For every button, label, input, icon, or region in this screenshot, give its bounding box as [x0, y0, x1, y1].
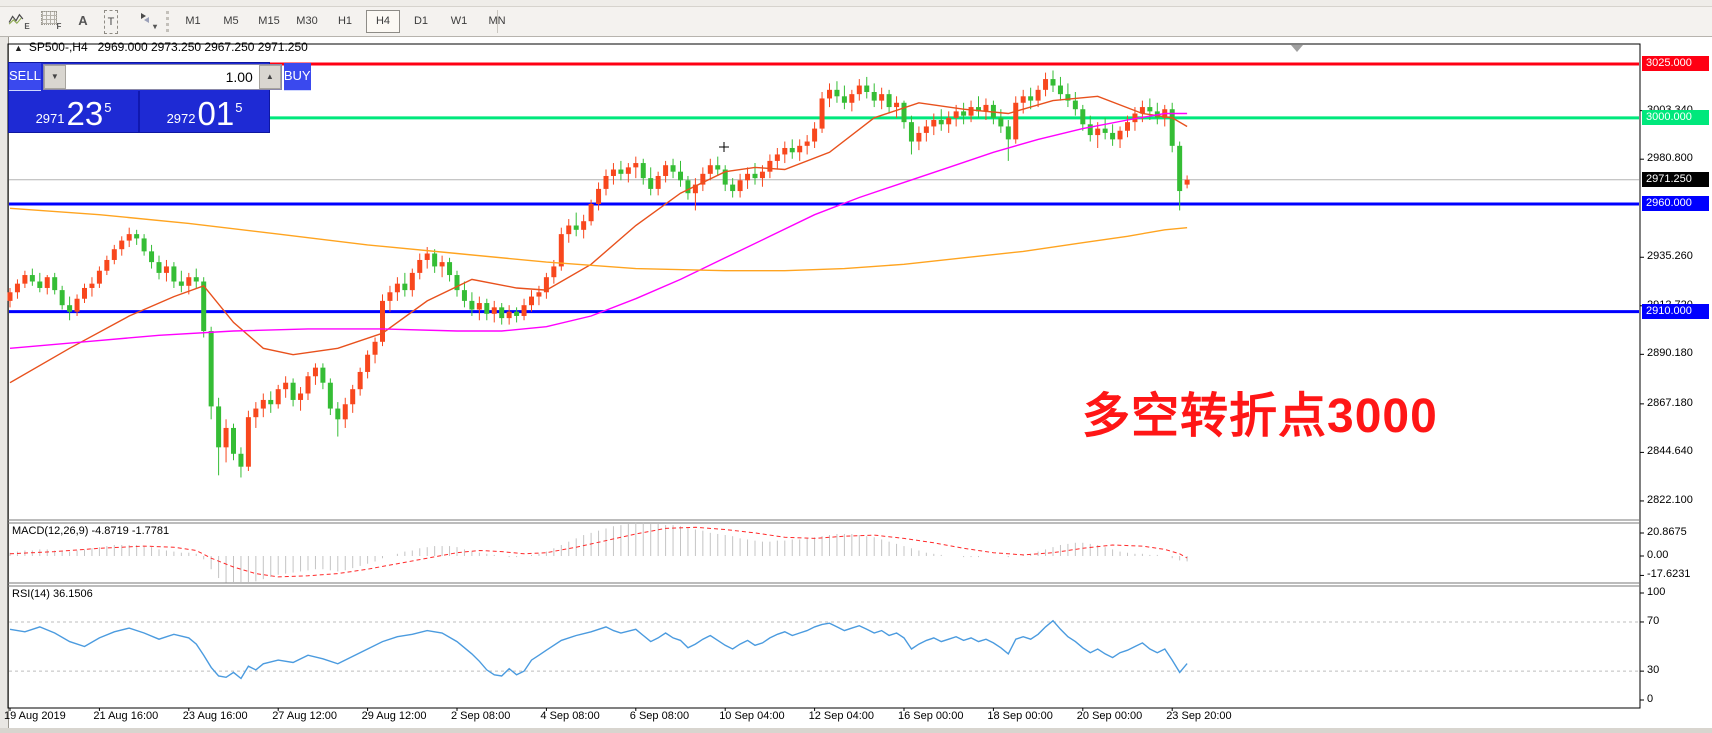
macd-indicator-label: MACD(12,26,9) -4.8719 -1.7781 [12, 525, 170, 537]
buy-price-sup: 5 [235, 100, 243, 115]
price-badge: 2960.000 [1642, 195, 1709, 211]
chart-shift-marker [1291, 45, 1303, 52]
sell-price-prefix: 2971 [35, 111, 65, 126]
price-tick-label: 2890.180 [1647, 347, 1693, 360]
price-tick-label: 2867.180 [1647, 396, 1693, 409]
volume-decrease-button[interactable]: ▼ [43, 65, 66, 89]
timeframe-button-D1[interactable]: D1 [413, 15, 429, 27]
macd-axis-label: 20.8675 [1647, 525, 1687, 538]
buy-price-big: 01 [197, 95, 235, 132]
window-top-strip [0, 0, 1712, 7]
rsi-line [9, 619, 1188, 680]
time-tick-label: 23 Sep 20:00 [1166, 710, 1232, 722]
timeframe-button-M1[interactable]: M1 [185, 15, 201, 27]
price-badge: 3025.000 [1642, 56, 1709, 71]
price-tick-label: 2935.260 [1647, 250, 1693, 263]
fast-ma [9, 95, 1188, 384]
time-tick-label: 6 Sep 08:00 [629, 710, 690, 722]
time-tick-label: 4 Sep 08:00 [540, 710, 600, 722]
buy-button[interactable]: BUY [283, 63, 311, 91]
buy-price-prefix: 2972 [166, 111, 196, 126]
time-tick-label: 10 Sep 04:00 [719, 710, 785, 722]
volume-increase-button[interactable]: ▲ [258, 65, 281, 89]
macd-axis-label: 0.00 [1647, 549, 1669, 561]
price-badge: 3000.000 [1642, 109, 1709, 125]
rsi-axis-label: 100 [1647, 586, 1666, 598]
one-click-trading-panel: SELL ▼ ▲ BUY 2971 23 5 2972 01 5 [8, 62, 311, 133]
time-tick-label: 29 Aug 12:00 [361, 710, 427, 722]
indicator-zigzag-glyph [8, 13, 24, 25]
sell-price-big: 23 [66, 95, 104, 132]
symbol-timeframe-label: SP500-,H4 [28, 40, 88, 54]
rsi-axis-label: 30 [1647, 664, 1660, 677]
time-tick-label: 18 Sep 00:00 [987, 710, 1053, 722]
price-badge: 2910.000 [1642, 303, 1709, 319]
timeframe-button-H1[interactable]: H1 [337, 15, 353, 27]
buy-price[interactable]: 2972 01 5 [140, 91, 269, 132]
price-axis: 3003.3402980.8002935.2602912.7202890.180… [1641, 37, 1712, 728]
timeframe-button-MN[interactable]: MN [488, 15, 506, 27]
time-tick-label: 2 Sep 08:00 [451, 710, 511, 722]
time-tick-label: 20 Sep 00:00 [1076, 710, 1143, 722]
price-tick-label: 2844.640 [1647, 445, 1693, 458]
toolbar-grip[interactable] [166, 11, 172, 32]
sell-price-sup: 5 [104, 100, 112, 115]
price-tick-label: 2980.800 [1647, 152, 1693, 165]
macd-signal-line [9, 526, 1188, 578]
time-tick-label: 23 Aug 16:00 [182, 710, 248, 722]
toolbar-separator [497, 10, 498, 33]
macd-axis-label: -17.6231 [1647, 568, 1691, 581]
timeframe-button-M15[interactable]: M15 [258, 15, 280, 27]
chart-annotation: 多空转折点3000 [1082, 390, 1438, 443]
cursor-arrows-glyph [140, 13, 149, 23]
indicators-icon[interactable]: E [6, 10, 32, 32]
collapse-icon[interactable]: ▲ [14, 43, 23, 53]
main-toolbar: E F A T ▾ M1 M5 M15 M30 H1 H4 D1 W1 MN [0, 7, 1712, 37]
time-tick-label: 19 Aug 2019 [4, 710, 66, 722]
timeframe-button-W1[interactable]: W1 [450, 15, 468, 27]
trade-panel-price-row: 2971 23 5 2972 01 5 [9, 91, 269, 132]
label-icon[interactable]: A [78, 13, 88, 28]
cursor-icon[interactable]: ▾ [130, 10, 164, 32]
ohlc-values: 2969.000 2973.250 2967.250 2971.250 [97, 40, 308, 54]
volume-stepper: ▼ ▲ [42, 64, 282, 90]
timeframe-button-M5[interactable]: M5 [223, 15, 239, 27]
window-bottom-strip [0, 728, 1712, 733]
time-tick-label: 21 Aug 16:00 [93, 710, 159, 722]
price-badge: 2971.250 [1642, 171, 1709, 187]
rsi-axis-label: 70 [1647, 614, 1660, 627]
mid-ma [9, 112, 1188, 349]
time-axis: 19 Aug 2019 21 Aug 16:00 23 Aug 16:00 27 Au… [0, 710, 1712, 728]
timeframe-button-M30[interactable]: M30 [296, 15, 318, 27]
volume-input[interactable] [65, 65, 259, 89]
trade-panel-top-row: SELL ▼ ▲ BUY [9, 63, 311, 91]
text-icon[interactable]: T [98, 10, 124, 34]
grid-icon[interactable]: F [38, 10, 64, 32]
timeframe-group: M1 M5 M15 M30 H1 H4 D1 W1 MN [176, 10, 518, 33]
time-tick-label: 16 Sep 00:00 [898, 710, 964, 722]
sell-price[interactable]: 2971 23 5 [9, 91, 140, 132]
price-tick-label: 2822.100 [1647, 493, 1693, 506]
time-tick-label: 12 Sep 04:00 [808, 710, 875, 722]
rsi-axis-label: 0 [1647, 693, 1654, 705]
rsi-indicator-label: RSI(14) 36.1506 [12, 588, 93, 600]
timeframe-button-H4[interactable]: H4 [366, 10, 400, 33]
chart-header: ▲ SP500-,H4 2969.000 2973.250 2967.250 297… [14, 40, 308, 54]
sell-button[interactable]: SELL [9, 63, 41, 91]
time-tick-label: 27 Aug 12:00 [272, 710, 338, 722]
slow-ma [9, 207, 1188, 272]
